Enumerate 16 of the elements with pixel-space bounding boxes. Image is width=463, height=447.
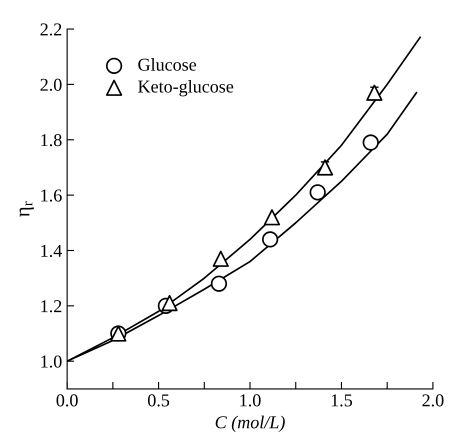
x-tick-label: 2.0 xyxy=(422,394,444,407)
y-tick-label: 1.4 xyxy=(41,244,62,258)
y-tick-label: 1.6 xyxy=(41,189,62,202)
x-axis-title: C (mol/L) xyxy=(216,416,285,432)
legend-label: Keto-glucose xyxy=(138,80,234,96)
x-tick-label: 1.5 xyxy=(332,394,352,407)
y-tick-label: 1.8 xyxy=(41,134,62,146)
x-tick-label: 0.0 xyxy=(56,394,78,407)
y-axis-title: η$_{r}$ xyxy=(20,201,34,217)
legend-label: Glucose xyxy=(138,58,196,71)
y-tick-label: 1.0 xyxy=(41,355,62,368)
x-tick-label: 1.0 xyxy=(240,394,261,407)
y-tick-label: 2.0 xyxy=(40,78,62,91)
y-tick-label: 2.2 xyxy=(40,23,62,36)
y-tick-label: 1.2 xyxy=(41,300,62,312)
x-tick-label: 0.5 xyxy=(148,394,170,407)
